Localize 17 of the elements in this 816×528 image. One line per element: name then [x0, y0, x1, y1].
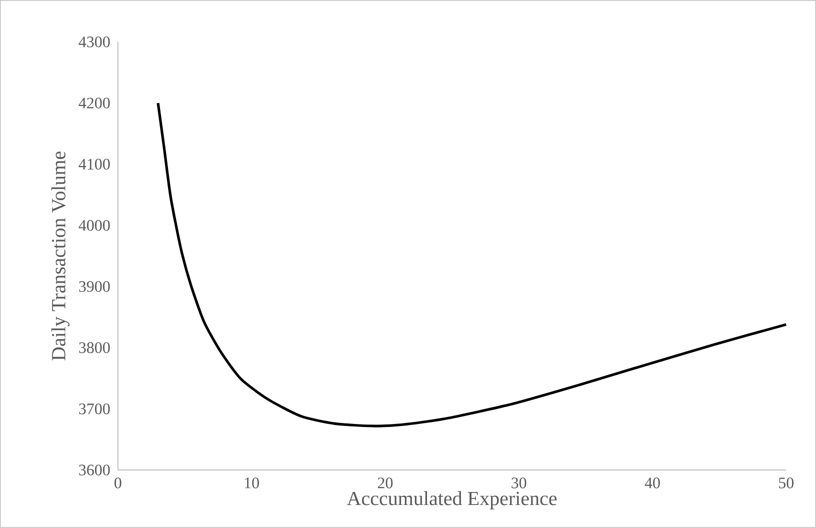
- x-tick-label: 50: [779, 478, 794, 488]
- x-tick-label: 0: [114, 478, 122, 488]
- line-series: [156, 102, 788, 428]
- x-axis-title: Acccumulated Experience: [346, 491, 557, 510]
- y-tick-label: 4100: [78, 158, 110, 170]
- y-tick-label: 4200: [78, 98, 110, 108]
- x-tick-label: 40: [644, 478, 660, 488]
- y-axis-title: Daily Transaction Volume: [51, 152, 70, 360]
- y-tick-label: 3800: [79, 342, 110, 354]
- x-tick-label: 20: [378, 478, 393, 488]
- y-tick-label: 4000: [78, 220, 110, 231]
- y-tick-label: 4300: [78, 36, 110, 48]
- y-tick-label: 3700: [79, 404, 110, 414]
- y-tick-label: 3600: [79, 464, 110, 476]
- x-tick-label: 10: [244, 478, 259, 488]
- y-tick-label: 3900: [79, 281, 110, 292]
- x-tick-label: 30: [512, 478, 526, 488]
